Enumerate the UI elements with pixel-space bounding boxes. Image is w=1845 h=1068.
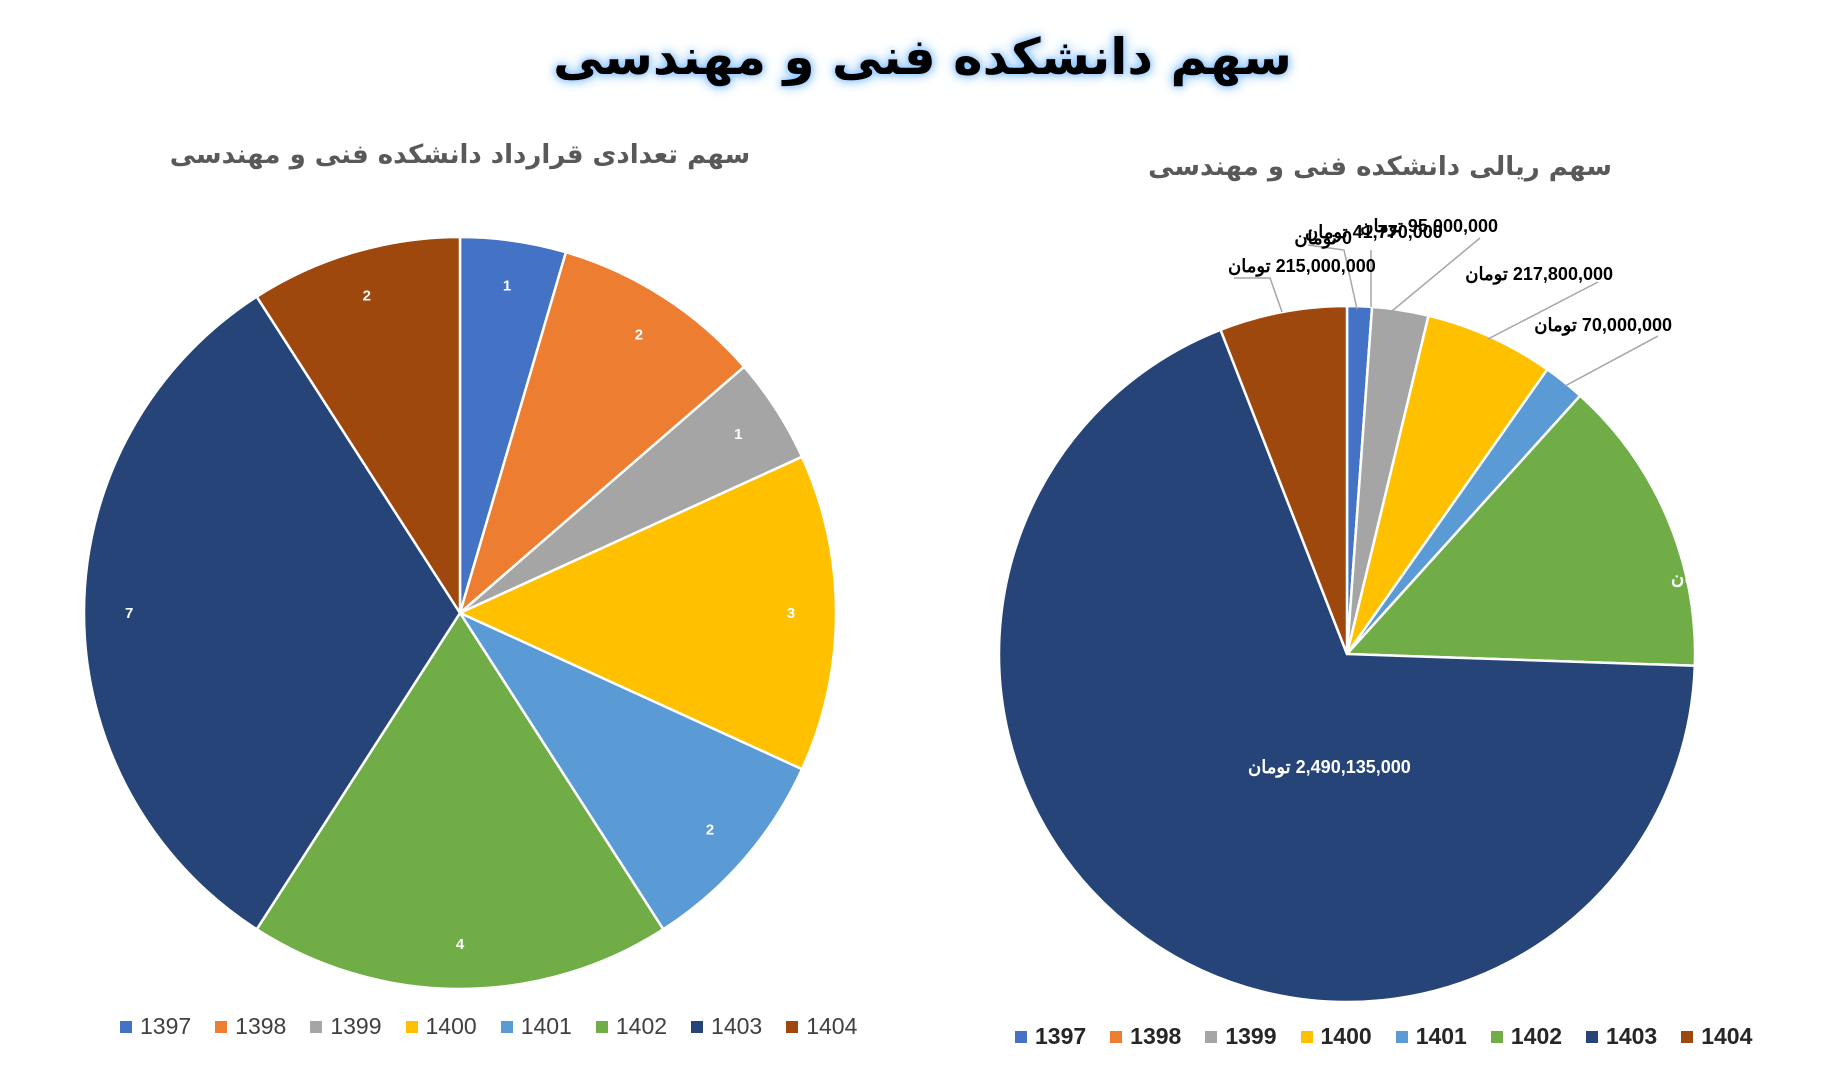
legend-item-1399: 1399 bbox=[1205, 1023, 1277, 1050]
data-label-1403: 7 bbox=[125, 605, 133, 622]
legend-swatch bbox=[1015, 1030, 1027, 1043]
legend-label: 1397 bbox=[1035, 1023, 1087, 1049]
legend-item-1404: 1404 bbox=[786, 1013, 857, 1040]
legend-label: 1399 bbox=[1225, 1023, 1277, 1049]
legend-label: 1399 bbox=[330, 1013, 382, 1039]
data-label-1397: 1 bbox=[503, 277, 511, 294]
legend-item-1397: 1397 bbox=[120, 1013, 191, 1040]
legend-swatch bbox=[310, 1020, 323, 1033]
legend-item-1399: 1399 bbox=[310, 1013, 382, 1040]
data-label-1402: 4 bbox=[456, 936, 465, 953]
data-label-1399: 1 bbox=[734, 426, 742, 443]
pie-slice-1403 bbox=[997, 328, 1697, 1004]
legend-item-1400: 1400 bbox=[1300, 1023, 1372, 1050]
legend-item-1402: 1402 bbox=[595, 1013, 668, 1040]
legend-label: 1397 bbox=[140, 1013, 192, 1039]
chart-title-rial: سهم ریالی دانشکده فنی و مهندسی bbox=[1148, 152, 1612, 182]
pie-slice-1401 bbox=[458, 611, 804, 931]
data-label-1404: 2 bbox=[363, 288, 371, 305]
pie-slice-1400 bbox=[458, 455, 838, 771]
legend-swatch bbox=[1205, 1030, 1218, 1043]
data-label-1401: 2 bbox=[706, 822, 714, 839]
legend-swatch bbox=[215, 1020, 228, 1033]
leader-line-1401 bbox=[1564, 335, 1659, 387]
legend-label: 1402 bbox=[615, 1013, 668, 1039]
legend-swatch bbox=[595, 1020, 608, 1033]
legend-label: 1401 bbox=[520, 1013, 572, 1039]
legend-swatch bbox=[500, 1020, 513, 1033]
data-label-1403: 2,490,135,000 تومان bbox=[1248, 757, 1411, 778]
legend-label: 1400 bbox=[1320, 1023, 1372, 1049]
pie-slice-1404 bbox=[1219, 304, 1349, 656]
data-label-1397: 41,770,000 تومان bbox=[1305, 222, 1443, 243]
legend-swatch bbox=[1681, 1030, 1694, 1043]
legend-label: 1402 bbox=[1510, 1023, 1563, 1049]
leader-line-1400 bbox=[1487, 281, 1599, 340]
legend-swatch bbox=[1586, 1030, 1599, 1043]
data-label-1400: 3 bbox=[787, 605, 795, 622]
legend-label: 1401 bbox=[1415, 1023, 1467, 1049]
pie-slice-1398 bbox=[458, 250, 746, 615]
data-label-1402: 503,216,709 تومان bbox=[1671, 568, 1819, 589]
legend-item-1402: 1402 bbox=[1490, 1023, 1563, 1050]
legend-swatch bbox=[405, 1020, 418, 1033]
leader-line-1404 bbox=[1234, 277, 1283, 313]
legend-swatch bbox=[1490, 1030, 1503, 1043]
pie-slice-1403 bbox=[82, 295, 462, 931]
legend-swatch bbox=[1110, 1030, 1123, 1043]
legend-item-1397: 1397 bbox=[1015, 1023, 1086, 1050]
pie-slice-1402 bbox=[255, 611, 665, 991]
legend-swatch bbox=[691, 1020, 704, 1033]
data-label-1399: 95,000,000 تومان bbox=[1360, 216, 1498, 237]
data-label-1400: 217,800,000 تومان bbox=[1465, 264, 1613, 285]
data-label-1401: 70,000,000 تومان bbox=[1534, 315, 1672, 336]
legend-item-1398: 1398 bbox=[1110, 1023, 1181, 1050]
data-label-1404: 215,000,000 تومان bbox=[1228, 256, 1376, 277]
legend-item-1401: 1401 bbox=[1395, 1023, 1467, 1050]
legend-item-1403: 1403 bbox=[691, 1013, 762, 1040]
data-label-1398: 0 تومان bbox=[1294, 228, 1352, 249]
leader-line-1397 bbox=[1307, 244, 1358, 310]
legend-label: 1398 bbox=[1130, 1023, 1182, 1049]
legend-item-1401: 1401 bbox=[500, 1013, 572, 1040]
pie-slice-1404 bbox=[255, 235, 462, 615]
legend-label: 1403 bbox=[1606, 1023, 1658, 1049]
legend-label: 1398 bbox=[235, 1013, 287, 1039]
legend-label: 1404 bbox=[1701, 1023, 1753, 1049]
legend-rial: 1397 1398 1399 1400 1401 1402 1403 1404 bbox=[1015, 1023, 1752, 1050]
legend-item-1398: 1398 bbox=[215, 1013, 286, 1040]
chart-title-count: سهم تعدادی قرارداد دانشکده فنی و مهندسی bbox=[169, 140, 751, 170]
legend-swatch bbox=[786, 1020, 799, 1033]
legend-label: 1403 bbox=[711, 1013, 763, 1039]
legend-item-1404: 1404 bbox=[1681, 1023, 1752, 1050]
main-title: سهم دانشکده فنی و مهندسی bbox=[553, 28, 1292, 86]
legend-label: 1400 bbox=[425, 1013, 477, 1039]
legend-item-1403: 1403 bbox=[1586, 1023, 1657, 1050]
legend-item-1400: 1400 bbox=[405, 1013, 477, 1040]
pie-slice-1402 bbox=[1345, 394, 1697, 668]
legend-swatch bbox=[1300, 1030, 1313, 1043]
pie-count: 1 2 1 3 2 4 7 2 bbox=[82, 235, 838, 991]
legend-swatch bbox=[120, 1020, 132, 1033]
leader-line-1399 bbox=[1391, 237, 1481, 312]
legend-swatch bbox=[1395, 1030, 1408, 1043]
legend-count: 1397 1398 1399 1400 1401 1402 1403 1404 bbox=[120, 1013, 857, 1040]
data-label-1398: 2 bbox=[635, 327, 643, 344]
legend-label: 1404 bbox=[806, 1013, 858, 1039]
